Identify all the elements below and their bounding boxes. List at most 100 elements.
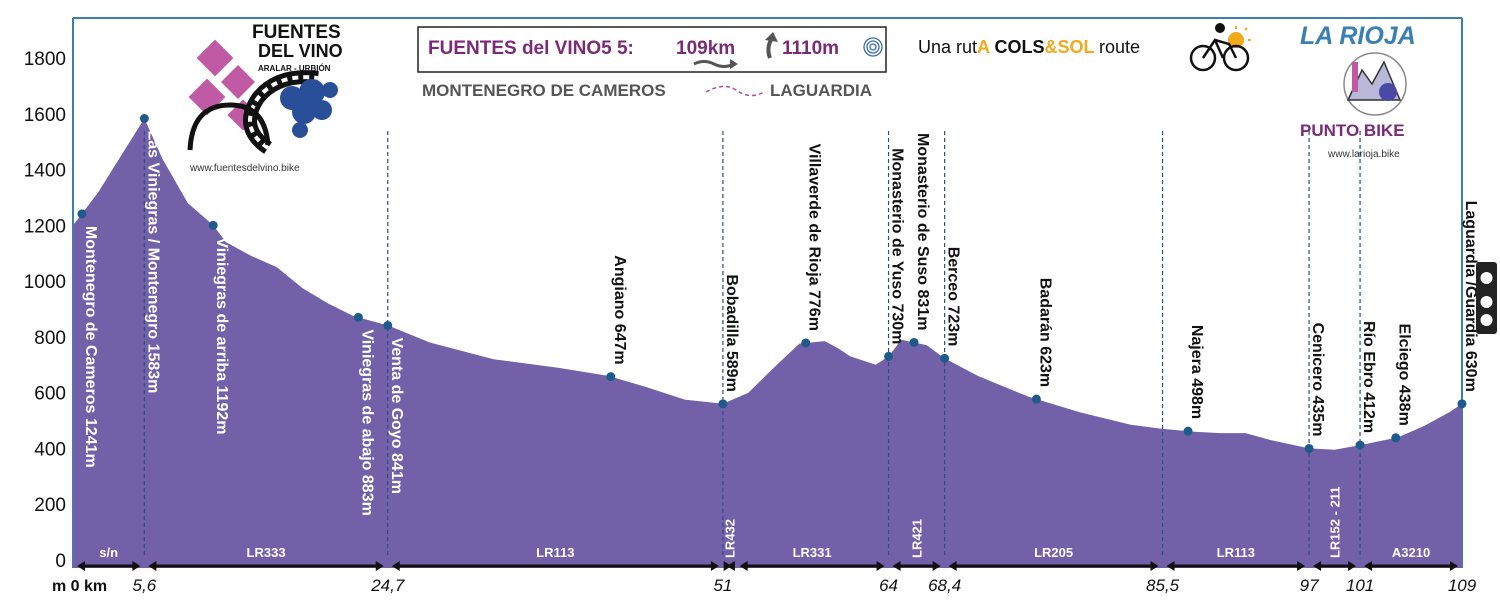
road-segment-label: LR113 (536, 545, 574, 560)
waypoint-marker (606, 372, 616, 382)
waypoint-label: Angiano 647m (611, 255, 628, 364)
waypoint-label: Monasterio de Yuso 730m (889, 148, 906, 344)
tagline: Una rutA COLS&SOL route (918, 23, 1251, 72)
waypoint-marker (353, 312, 363, 322)
rioja-title: LA RIOJA (1300, 22, 1416, 50)
x-tick-label: 101 (1346, 576, 1374, 595)
waypoint-label: Villaverde de Rioja 776m (806, 144, 823, 331)
license-badge-icon (1476, 262, 1497, 334)
y-tick-label: 1600 (24, 105, 66, 126)
y-tick-label: 1800 (24, 49, 66, 70)
logo-grapes-icon (280, 79, 338, 138)
waypoint-label: Monasterio de Suso 831m (914, 133, 931, 330)
tagline-part3: COLS (994, 37, 1044, 57)
waypoint-label: Montenegro de Cameros 1241m (82, 226, 99, 468)
logo-road-icon (187, 70, 319, 154)
road-arrow-head (1297, 561, 1306, 571)
tagline-part5: SOL (1058, 37, 1095, 57)
logo-line3: ARALAR - URBIÓN (258, 64, 331, 73)
waypoint-label: Las Viniegras / Montenegro 1583m (144, 131, 161, 394)
road-arrow-head (710, 561, 719, 571)
waypoint-marker (77, 209, 87, 219)
route-title-box: FUENTES del VINO5 5: 109km 1110m (417, 26, 887, 73)
waypoint-marker (801, 338, 811, 348)
waypoint-marker (1031, 394, 1041, 404)
road-arrow-head (77, 561, 85, 571)
x-tick-label: 5,6 (133, 576, 157, 595)
rioja-url: www.larioja.bike (1327, 149, 1400, 160)
route-dashed-line (705, 85, 765, 97)
y-tick-label: 1200 (24, 216, 66, 237)
waypoint-label: Badarán 623m (1036, 278, 1053, 387)
road-arrow-head (723, 561, 732, 571)
waypoint-marker (208, 220, 218, 230)
start-place: MONTENEGRO DE CAMEROS (422, 81, 666, 100)
road-arrow-head (391, 561, 400, 571)
waypoint-marker (1183, 426, 1193, 436)
waypoint-label: Laguardia /Guardia 630m (1462, 201, 1479, 392)
road-segment-label: LR205 (1034, 545, 1073, 560)
waypoint-label: Berceo 723m (945, 247, 962, 347)
road-segment-label: LR333 (247, 545, 286, 560)
road-arrow-head (1364, 561, 1373, 571)
waypoint-label: Viniegras de arriba 1192m (213, 237, 230, 434)
road-arrow-head (132, 561, 141, 571)
waypoint-marker (940, 353, 950, 363)
waypoint-label: Elciego 438m (1396, 324, 1413, 426)
road-segment-label: LR152 - 211 (1328, 486, 1343, 558)
road-arrow-head (375, 561, 384, 571)
fuentes-del-vino-logo: FUENTES DEL VINO ARALAR - URBIÓN www.fue… (187, 22, 343, 174)
y-tick-label: 600 (34, 384, 66, 405)
tagline-part4: & (1045, 37, 1058, 57)
x-tick-label: 51 (713, 576, 732, 595)
x-tick-label: 85,5 (1146, 576, 1180, 595)
tagline-part2: A (977, 37, 990, 57)
road-arrow-head (932, 561, 941, 571)
road-arrow-head (1450, 561, 1458, 571)
route-climb: 1110m (782, 38, 839, 59)
svg-text:Una rutA COLS&SOL: Una rutA COLS&SOL route (918, 37, 1140, 57)
waypoint-label: Bobadilla 589m (723, 274, 740, 391)
waypoint-marker (1457, 399, 1467, 409)
waypoint-marker (139, 114, 149, 124)
route-distance: 109km (676, 38, 735, 59)
waypoint-label: Viniegras de abajo 883m (358, 329, 375, 515)
elevation-profile-area (73, 118, 1462, 568)
waypoint-marker (1391, 433, 1401, 443)
road-arrow-head (1313, 561, 1322, 571)
road-segment-label: s/n (99, 545, 118, 560)
punto-bike-brand: PUNTO BIKE (1300, 121, 1405, 140)
road-segment-label: LR432 (722, 519, 737, 558)
road-segment-label: A3210 (1392, 545, 1430, 560)
y-tick-label: 0 (55, 551, 66, 572)
x-tick-label: 64 (879, 576, 898, 595)
x-tick-label: 68,4 (928, 576, 961, 595)
road-arrow-head (148, 561, 157, 571)
logo-line1: FUENTES (252, 22, 341, 43)
route-title: FUENTES del VINO5 5: (428, 38, 634, 59)
waypoint-label: Najera 498m (1188, 325, 1205, 419)
waypoint-marker (1355, 440, 1365, 450)
x-tick-label: 97 (1300, 576, 1319, 595)
y-tick-label: 400 (34, 439, 66, 460)
road-segment-label: LR113 (1217, 545, 1255, 560)
y-tick-label: 800 (34, 328, 66, 349)
tagline-part1: Una rut (918, 37, 977, 57)
spiral-icon (863, 37, 883, 57)
road-arrow-head (1150, 561, 1159, 571)
road-arrow-head (892, 561, 901, 571)
tagline-part6: route (1099, 37, 1140, 57)
la-rioja-logo: LA RIOJA PUNTO BIKE www.larioja.bike (1300, 22, 1416, 160)
mountain-bike-icon (1343, 52, 1407, 116)
road-segment-label: LR331 (793, 545, 832, 560)
waypoint-marker (718, 399, 728, 409)
waypoint-marker (1304, 443, 1314, 453)
x-axis-label: m 0 km (52, 578, 107, 595)
y-tick-label: 1000 (24, 272, 66, 293)
logo-line2: DEL VINO (258, 41, 343, 61)
climb-arrow-icon (765, 32, 778, 59)
waypoint-label: Cenicero 435m (1309, 323, 1326, 437)
x-tick-label: 24,7 (370, 576, 405, 595)
logo-url: www.fuentesdelvino.bike (189, 163, 300, 174)
